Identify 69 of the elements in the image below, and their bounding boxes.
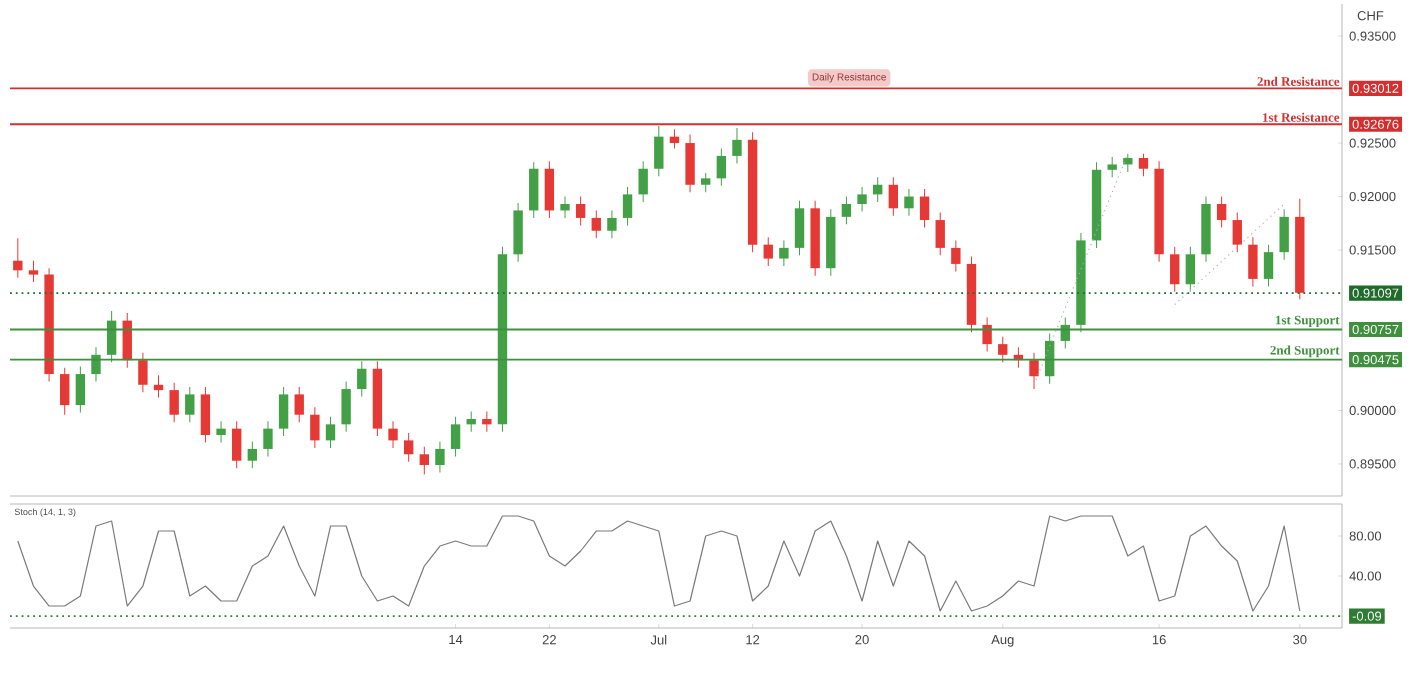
candlestick (638, 160, 648, 203)
candlestick (685, 134, 695, 193)
candlestick (560, 196, 570, 219)
candlestick (357, 360, 367, 398)
candlestick (982, 316, 992, 353)
candlestick (216, 420, 226, 444)
candlestick (1185, 246, 1196, 293)
candlestick (138, 352, 148, 393)
candlestick (732, 127, 742, 164)
candlestick (28, 260, 39, 283)
candlestick (294, 386, 304, 423)
candlestick (951, 239, 961, 272)
candlestick (1138, 153, 1149, 177)
candlestick (701, 172, 711, 193)
candlestick (529, 161, 539, 219)
candlestick (341, 381, 351, 433)
candlestick (200, 386, 211, 444)
candlestick (904, 188, 914, 217)
candlestick (1029, 352, 1039, 390)
candlestick (1123, 153, 1133, 173)
candlestick (935, 212, 945, 256)
candlestick (278, 386, 289, 437)
candlestick (763, 236, 773, 267)
candlestick (1060, 316, 1070, 349)
candlestick (1279, 208, 1289, 261)
candlestick (872, 176, 883, 203)
candlestick (513, 202, 523, 263)
candlestick (716, 147, 727, 187)
candlestick (450, 416, 461, 457)
candlestick (403, 432, 414, 463)
candlestick (591, 209, 601, 239)
candlestick (1263, 244, 1274, 287)
candlestick (60, 367, 70, 416)
candlestick (91, 346, 101, 383)
candlestick (388, 420, 398, 449)
candlestick (263, 420, 273, 457)
candlestick (622, 186, 633, 226)
candlestick (122, 312, 132, 369)
candlestick (169, 382, 179, 423)
candlestick (13, 237, 23, 279)
candlestick (153, 374, 164, 399)
candlestick (841, 196, 852, 225)
candlestick (482, 411, 492, 433)
candlestick (779, 239, 789, 267)
candlestick (919, 188, 930, 229)
candlestick (575, 196, 586, 226)
candlestick (607, 209, 617, 239)
candlestick (1107, 156, 1117, 178)
candlestick (1170, 246, 1180, 293)
candlestick (794, 200, 805, 256)
candlestick (544, 160, 555, 219)
candlestick (1248, 236, 1258, 287)
candlestick (654, 125, 664, 177)
candlestick (106, 310, 117, 363)
candlestick (310, 406, 320, 449)
candlestick (1232, 212, 1242, 253)
candlestick (419, 446, 429, 476)
candlestick (857, 186, 867, 213)
candlestick (247, 440, 258, 469)
candlestick (998, 336, 1008, 363)
candlestick (466, 411, 476, 433)
candlestick (185, 386, 195, 423)
candlestick (1216, 196, 1227, 229)
candlestick (232, 420, 242, 469)
candlestick (435, 440, 445, 473)
candlestick (888, 176, 899, 217)
candlestick (75, 366, 86, 414)
candlestick (669, 128, 680, 149)
candlestick (325, 416, 336, 449)
